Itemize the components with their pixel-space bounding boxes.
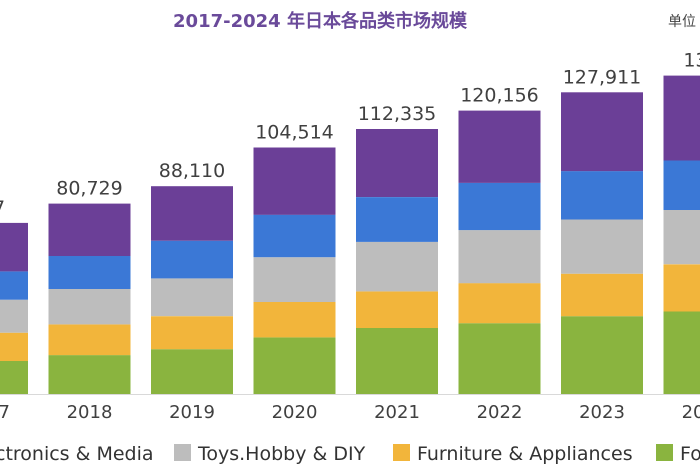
bar-segment-2024-s4 [663,75,700,161]
bar-segment-2018-s3 [48,256,131,289]
bar-segment-2021-s4 [356,129,438,197]
legend-swatch-2 [393,444,410,461]
bar-segment-2018-s1 [48,324,131,356]
legend-label-1: Toys.Hobby & DIY [197,443,366,465]
bar-segment-2020-s2 [253,257,336,302]
x-tick-2021: 2021 [374,402,420,423]
bar-segment-2024-s0 [663,311,700,394]
total-label-2024: 135, [683,50,700,72]
total-label-2020: 104,514 [255,122,334,144]
x-tick-2018: 2018 [67,402,113,423]
total-label-2022: 120,156 [460,85,539,107]
x-tick-2017: 2017 [0,402,10,423]
unit-label: 单位 [668,14,696,30]
bar-segment-2021-s3 [356,197,438,242]
bar-segment-2017-s0 [0,361,28,394]
bar-segment-2024-s3 [663,160,700,210]
bar-segment-2022-s0 [458,323,541,394]
bar-segment-2021-s1 [356,291,438,328]
bar-segment-2019-s0 [151,349,233,394]
x-tick-2022: 2022 [477,402,523,423]
bar-segment-2024-s2 [663,210,700,265]
legend-label-3: Fo [680,443,700,465]
bar-segment-2021-s0 [356,328,438,394]
bar-segment-2018-s4 [48,203,131,256]
x-tick-2024: 2024 [682,402,700,423]
legend: ctronics & Media Toys.Hobby & DIY Furnitur… [0,443,700,465]
bar-segment-2022-s2 [458,230,541,284]
x-tick-2019: 2019 [169,402,215,423]
bar-segment-2018-s2 [48,289,131,325]
legend-swatch-3 [656,444,673,461]
total-label-2017: 547 [0,197,5,219]
total-label-2023: 127,911 [563,66,642,88]
plot-area: 547 80,729 88,110 104,514 112,335 120,156 127,… [0,50,700,394]
total-label-2019: 88,110 [159,160,225,182]
x-axis: 2017 2018 2019 2020 2021 2022 2023 2024 [0,394,700,423]
bar-segment-2023-s0 [561,316,643,394]
bar-segment-2017-s2 [0,299,28,333]
bar-segment-2019-s3 [151,240,233,279]
total-label-2018: 80,729 [56,178,122,200]
bar-segment-2020-s0 [253,337,336,394]
chart-title: 2017-2024 年日本各品类市场规模 [173,10,468,32]
bar-segment-2017-s3 [0,271,28,300]
legend-swatch-1 [174,444,191,461]
bar-segment-2021-s2 [356,241,438,292]
bar-segment-2022-s4 [458,110,541,183]
bar-segment-2020-s1 [253,302,336,338]
bar-segment-2020-s4 [253,147,336,215]
bar-segment-2018-s0 [48,355,131,394]
bar-segment-2023-s4 [561,92,643,172]
bar-segment-2017-s4 [0,222,28,272]
x-tick-2020: 2020 [272,402,318,423]
bar-segment-2017-s1 [0,332,28,361]
bar-segment-2019-s1 [151,316,233,350]
x-tick-2023: 2023 [579,402,625,423]
bar-segment-2019-s4 [151,186,233,241]
bar-segment-2022-s1 [458,283,541,324]
total-label-2021: 112,335 [358,103,437,125]
bar-segment-2023-s3 [561,171,643,220]
bar-segment-2024-s1 [663,264,700,312]
bar-segment-2019-s2 [151,278,233,317]
bar-segment-2020-s3 [253,214,336,258]
legend-label-2: Furniture & Appliances [417,443,633,465]
bar-segment-2023-s2 [561,219,643,274]
bar-segment-2022-s3 [458,182,541,231]
bar-segment-2023-s1 [561,273,643,317]
legend-label-0: ctronics & Media [0,443,154,465]
